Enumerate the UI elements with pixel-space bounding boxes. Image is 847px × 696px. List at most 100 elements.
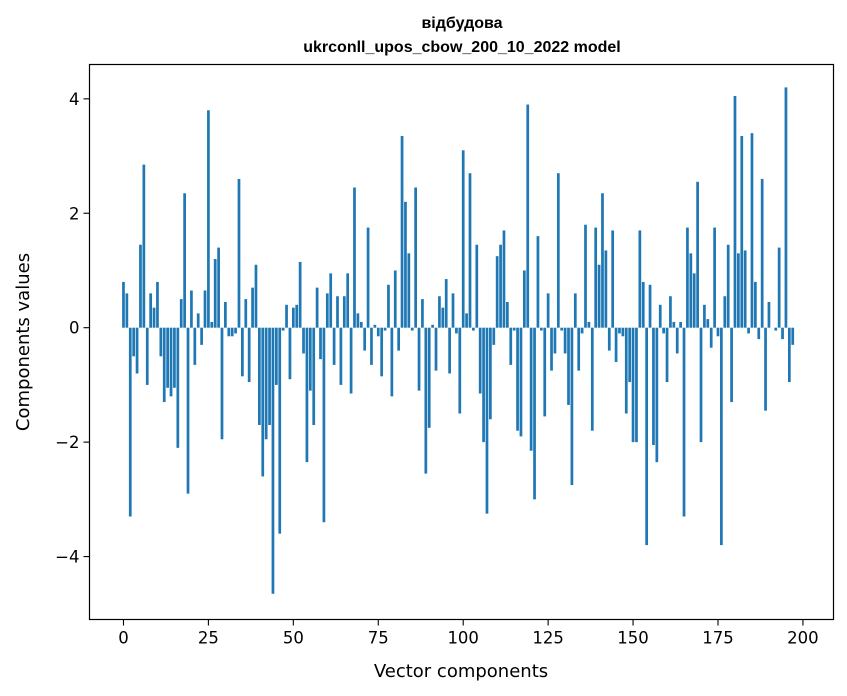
bar-11 (159, 327, 163, 357)
bar-87 (417, 327, 421, 391)
bar-182 (740, 136, 744, 328)
bar-88 (421, 299, 424, 328)
bar-151 (635, 327, 638, 443)
bar-86 (414, 187, 417, 328)
bar-19 (186, 327, 190, 494)
bar-95 (444, 279, 448, 328)
bar-153 (641, 281, 645, 328)
x-axis-label: Vector components (374, 661, 548, 682)
bar-173 (709, 327, 713, 348)
bar-163 (675, 327, 679, 354)
bar-40 (258, 327, 261, 425)
bar-59 (322, 327, 326, 523)
bar-145 (614, 327, 618, 363)
bar-179 (730, 327, 733, 403)
bar-114 (509, 327, 513, 365)
bar-119 (526, 104, 530, 328)
bar-143 (607, 327, 611, 351)
bar-82 (400, 136, 404, 328)
bar-13 (166, 327, 169, 388)
bar-157 (655, 327, 659, 463)
bar-22 (196, 313, 200, 328)
bar-155 (648, 284, 652, 328)
bar-37 (247, 327, 251, 383)
bar-116 (516, 327, 519, 431)
bar-159 (662, 327, 665, 334)
bar-162 (672, 321, 676, 328)
bar-146 (618, 327, 621, 334)
plot-frame (88, 63, 835, 621)
bar-181 (737, 253, 740, 328)
y-tick-label: −2 (55, 433, 79, 452)
bar-125 (546, 293, 550, 328)
bar-190 (767, 301, 771, 328)
bar-185 (750, 133, 754, 328)
bar-60 (325, 293, 329, 328)
bar-101 (465, 313, 468, 328)
bar-77 (383, 327, 387, 331)
bar-147 (621, 327, 625, 337)
bar-18 (183, 193, 186, 328)
bar-149 (628, 327, 632, 383)
bar-197 (791, 327, 795, 345)
bar-113 (506, 301, 509, 328)
bar-43 (268, 327, 271, 425)
bar-34 (237, 178, 241, 328)
y-tick-label: 2 (69, 204, 80, 223)
bar-158 (658, 304, 662, 328)
bar-2 (128, 327, 132, 517)
bar-35 (241, 327, 244, 377)
bar-103 (472, 327, 475, 331)
bar-123 (539, 327, 543, 331)
bar-170 (699, 327, 703, 443)
bars-group (122, 87, 795, 594)
bar-26 (210, 321, 214, 328)
bar-126 (550, 327, 553, 371)
bar-131 (567, 327, 570, 405)
bar-171 (703, 304, 706, 328)
bar-122 (536, 236, 540, 328)
bar-16 (176, 327, 180, 448)
bar-39 (254, 264, 258, 328)
bar-130 (563, 327, 567, 354)
bar-169 (696, 181, 699, 328)
y-tick-label: 0 (69, 319, 80, 338)
bar-135 (580, 327, 584, 334)
bar-47 (281, 327, 285, 331)
bar-194 (781, 327, 784, 340)
bar-176 (720, 327, 723, 546)
bar-93 (438, 296, 441, 328)
bar-134 (577, 327, 581, 371)
x-tick-label: 125 (532, 629, 564, 648)
bar-66 (346, 273, 350, 328)
bar-110 (495, 256, 499, 328)
bar-117 (519, 327, 523, 437)
bar-100 (461, 150, 465, 328)
bar-152 (638, 230, 642, 328)
bar-30 (224, 301, 227, 328)
bar-76 (380, 327, 384, 377)
chart-subtitle: ukrconll_upos_cbow_200_10_2022 model (303, 39, 620, 56)
bar-67 (349, 327, 353, 394)
bar-148 (624, 327, 628, 414)
bar-195 (784, 87, 788, 328)
bar-172 (706, 319, 710, 328)
bar-9 (152, 307, 156, 328)
bar-92 (434, 327, 438, 371)
bar-57 (315, 287, 319, 328)
bar-189 (764, 327, 767, 411)
bar-53 (302, 327, 305, 354)
bar-112 (502, 230, 506, 328)
bar-144 (611, 230, 615, 328)
bar-96 (448, 327, 451, 374)
bar-104 (475, 244, 479, 328)
bar-54 (305, 327, 309, 463)
bar-90 (427, 327, 431, 428)
bar-102 (468, 173, 472, 328)
bar-56 (312, 327, 316, 425)
x-tick-label: 100 (447, 629, 479, 648)
bar-84 (407, 253, 411, 328)
bar-25 (207, 110, 210, 328)
bar-118 (522, 270, 526, 328)
bar-83 (404, 201, 407, 328)
